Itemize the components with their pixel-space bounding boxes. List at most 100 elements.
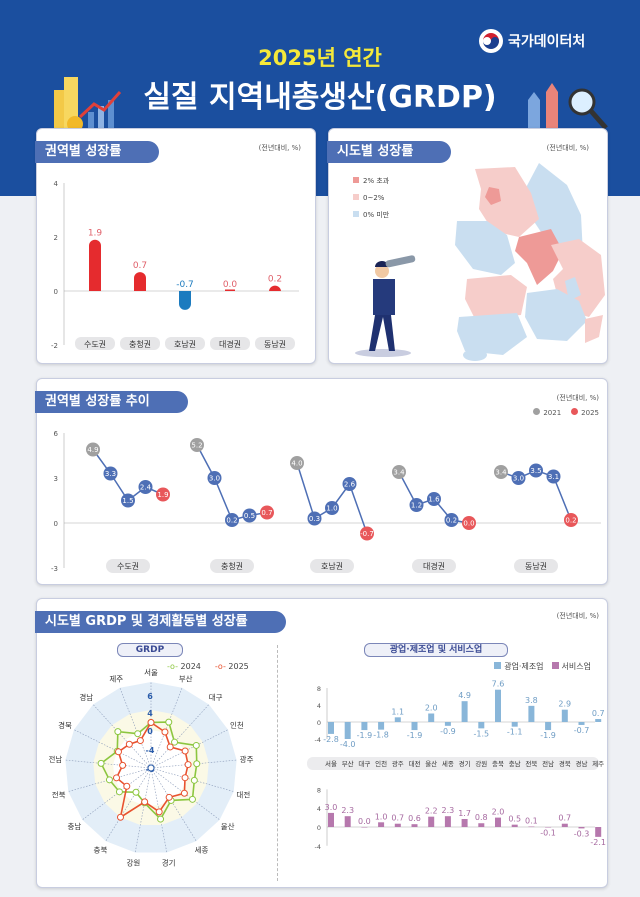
radar-spoke (65, 759, 152, 769)
radar-point (116, 813, 124, 821)
page-subtitle: 2025년 연간 (258, 46, 382, 70)
radar-point (180, 789, 188, 797)
radar-point (113, 774, 121, 782)
regional-trend-panel: 권역별 성장률 추이 (전년대비, %) 2021 2025 6 3 0 -3 4.9 3… (35, 378, 608, 585)
radar-point (192, 741, 200, 749)
bar (578, 827, 585, 829)
data-label: -0.9 (440, 727, 456, 736)
data-label: 0.5 (244, 512, 255, 520)
data-label: -0.3 (574, 829, 590, 838)
data-label: 0.7 (391, 814, 404, 823)
radar-category-label: 부산 (179, 673, 193, 683)
radar-tick-label: 0 (147, 727, 153, 736)
radar-category-label: 광주 (240, 754, 254, 764)
category-label: 충청권 (129, 339, 151, 349)
korea-choropleth-map (455, 163, 605, 361)
data-point (564, 513, 578, 527)
data-point (409, 498, 424, 512)
bar (545, 827, 552, 828)
map-region-ulsan-busan (585, 315, 603, 343)
data-label: 2.0 (492, 808, 505, 817)
radar-point (184, 761, 192, 769)
bar (328, 722, 334, 734)
data-point (511, 471, 526, 485)
radar-point (114, 728, 122, 736)
y-tick-label: 6 (54, 430, 59, 438)
data-label: 3.3 (105, 470, 116, 478)
data-label: 1.2 (411, 502, 422, 510)
person-telescope-illustration (355, 255, 416, 357)
data-label: 0.7 (133, 261, 147, 271)
trend-legend: 2021 2025 (533, 408, 599, 417)
data-label: 0.6 (408, 814, 421, 823)
sector-subtitle: 광업·제조업 및 서비스업 (364, 643, 508, 657)
radar-point (155, 808, 163, 816)
category-label: 대경권 (219, 339, 241, 349)
panel-title: 시도별 GRDP 및 경제활동별 성장률 (35, 611, 286, 633)
radar-point (171, 738, 179, 746)
data-label: -1.9 (357, 731, 373, 740)
radar-category-label: 경북 (58, 720, 72, 730)
y-tick-label: 0 (317, 719, 321, 727)
data-label: 2.2 (425, 807, 438, 816)
data-label: 4.9 (458, 691, 471, 700)
data-label: 2.6 (344, 481, 356, 489)
data-label: 1.7 (458, 809, 471, 818)
unit-label: (전년대비, %) (556, 612, 599, 620)
bar (344, 816, 351, 827)
category-pill (75, 337, 115, 350)
bar (411, 824, 418, 827)
data-label: 2.3 (442, 806, 455, 815)
data-point (86, 442, 100, 457)
category-label: 동남권 (525, 561, 547, 571)
data-point (392, 465, 406, 479)
data-label: 0.7 (558, 814, 571, 823)
data-label: 0.0 (463, 520, 474, 528)
radar-spoke (150, 687, 183, 769)
data-label: -1.5 (473, 729, 489, 738)
data-point (260, 505, 274, 520)
data-point (546, 469, 561, 484)
y-tick-label: 0 (317, 824, 321, 832)
y-tick-label: 2 (54, 234, 58, 242)
category-pill (165, 337, 205, 350)
radar-point (114, 748, 122, 756)
data-label: 0.7 (261, 509, 272, 517)
category-pill (210, 559, 254, 573)
y-tick-label: -4 (315, 843, 321, 851)
radar-point (134, 730, 142, 738)
region-label: 충남 (509, 759, 521, 768)
bar (528, 826, 535, 828)
region-label: 울산 (425, 759, 437, 768)
coins-chart-illustration (54, 77, 122, 132)
radar-point (123, 782, 131, 790)
region-label-strip (307, 757, 599, 770)
divider (277, 645, 278, 881)
bar (428, 713, 435, 722)
region-label: 충북 (492, 759, 504, 768)
taegeuk-icon (479, 29, 503, 53)
trend-line (92, 449, 164, 502)
map-region-jeonbuk (465, 275, 527, 319)
bar (89, 239, 101, 291)
region-label: 인천 (375, 759, 387, 768)
radar-point (157, 815, 165, 823)
data-label: 2.4 (140, 484, 152, 492)
data-label: 3.4 (393, 469, 405, 477)
data-label: -1.9 (540, 731, 556, 740)
y-tick-label: 4 (317, 805, 321, 813)
region-label: 광주 (392, 760, 404, 768)
panel-title: 권역별 성장률 추이 (35, 391, 188, 413)
data-label: -0.7 (360, 530, 374, 538)
bar (561, 823, 568, 827)
unit-label: (전년대비, %) (546, 144, 589, 152)
trend-line (500, 469, 572, 521)
map-region-seoul (485, 187, 501, 205)
bar (344, 722, 351, 739)
region-label: 세종 (442, 759, 454, 768)
data-label: 5.2 (191, 442, 202, 450)
radar-legend: -o- 2024 -o- 2025 (167, 662, 249, 671)
y-tick-label: -3 (51, 565, 58, 573)
legend-item-2021: 2021 (533, 408, 561, 417)
data-point (494, 465, 508, 479)
